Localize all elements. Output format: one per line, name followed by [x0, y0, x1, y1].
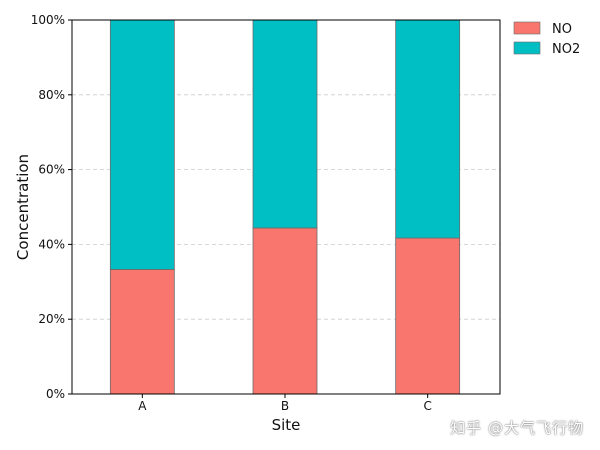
- y-axis-title: Concentration: [14, 154, 32, 260]
- bar-no2-b: [252, 19, 318, 229]
- x-axis-ticks: A B C: [138, 394, 432, 413]
- watermark: 知乎 @大气飞行物: [450, 419, 584, 437]
- bar-no2-c: [395, 19, 461, 239]
- bar-no-a: [109, 269, 175, 395]
- y-tick-label: 40%: [38, 237, 65, 251]
- legend: NO NO2: [513, 21, 580, 57]
- x-tick-label: A: [138, 399, 147, 413]
- bar-no2-a: [109, 19, 175, 270]
- x-axis-title: Site: [272, 416, 301, 434]
- x-tick-label: C: [423, 399, 431, 413]
- y-axis-ticks: 0% 20% 40% 60% 80% 100%: [31, 13, 72, 401]
- y-tick-label: 80%: [38, 88, 65, 102]
- bar-no-c: [395, 237, 461, 395]
- legend-label-no: NO: [552, 22, 572, 37]
- legend-label-no2: NO2: [552, 42, 580, 57]
- legend-swatch-no2: [513, 41, 541, 55]
- y-tick-label: 0%: [46, 387, 65, 401]
- plot-frame: [71, 19, 501, 395]
- y-tick-label: 100%: [31, 13, 65, 27]
- bars: [109, 19, 461, 395]
- y-tick-label: 20%: [38, 312, 65, 326]
- x-tick-label: B: [281, 399, 289, 413]
- y-tick-label: 60%: [38, 163, 65, 177]
- legend-swatch-no: [513, 21, 541, 35]
- bar-no-b: [252, 227, 318, 395]
